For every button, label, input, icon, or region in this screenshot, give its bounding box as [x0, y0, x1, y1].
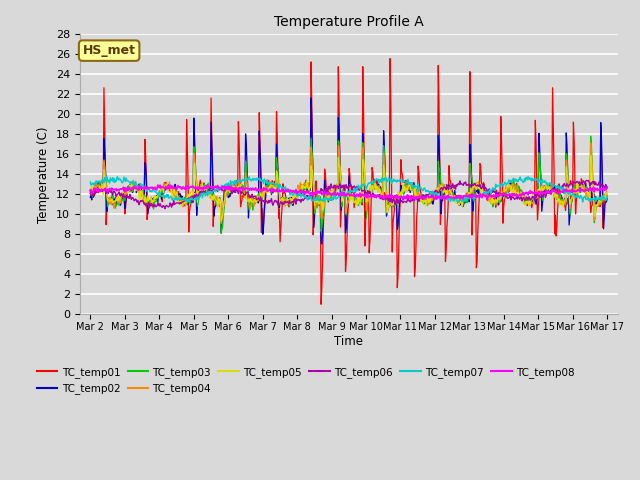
X-axis label: Time: Time	[334, 335, 364, 348]
Y-axis label: Temperature (C): Temperature (C)	[37, 126, 51, 223]
Text: HS_met: HS_met	[83, 44, 136, 57]
Legend: TC_temp01, TC_temp02, TC_temp03, TC_temp04, TC_temp05, TC_temp06, TC_temp07, TC_: TC_temp01, TC_temp02, TC_temp03, TC_temp…	[33, 363, 579, 398]
Title: Temperature Profile A: Temperature Profile A	[274, 15, 424, 29]
